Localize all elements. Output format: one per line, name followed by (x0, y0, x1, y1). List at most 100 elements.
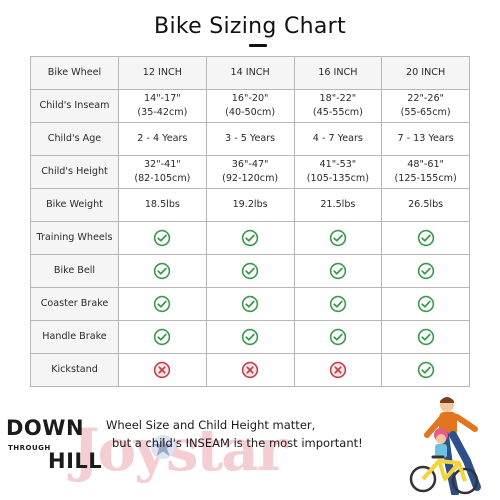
feature-cell (381, 287, 470, 321)
feature-cell (381, 254, 470, 288)
cell-line: 32"-41" (144, 159, 181, 170)
check-circle-icon (241, 295, 259, 313)
row-label: Child's Age (30, 122, 119, 156)
cell-line: (105-135cm) (306, 173, 369, 184)
cell-line: 19.2lbs (232, 199, 268, 210)
check-circle-icon (329, 295, 347, 313)
check-circle-icon (241, 262, 259, 280)
check-circle-icon (154, 229, 171, 247)
cell-line: 16"-20" (231, 93, 269, 104)
cell-line: 3 - 5 Years (225, 133, 276, 144)
feature-cell (118, 287, 207, 321)
cell-line: 26.5lbs (408, 199, 444, 210)
table-row: Handle Brake (30, 320, 470, 354)
cell-line: 7 - 13 Years (397, 133, 454, 144)
cell-line: 36"-47" (231, 159, 269, 170)
cell-line: 14"-17" (144, 93, 181, 104)
parent-child-bike-illustration (409, 397, 481, 495)
cell-line: (35-42cm) (137, 107, 188, 118)
cell-line: (82-105cm) (134, 173, 191, 184)
cell-line: 48"-61" (407, 159, 444, 170)
logo-through: THROUGH (8, 444, 51, 452)
watermark-text: Joystar (72, 416, 287, 484)
table-row: Child's Height 32"-41" (82-105cm) 36"-47" (9… (30, 155, 470, 189)
row-label: Coaster Brake (30, 287, 119, 321)
feature-cell (205, 254, 295, 288)
feature-cell (205, 221, 295, 255)
title-underline (249, 44, 267, 47)
cell-line: (125-155cm) (394, 173, 457, 184)
table-cell: 36"-47" (92-120cm) (205, 155, 295, 189)
table-cell: 18.5lbs (118, 188, 207, 222)
check-circle-icon (241, 229, 259, 247)
table-cell: 41"-53" (105-135cm) (293, 155, 383, 189)
feature-cell (118, 353, 207, 387)
check-circle-icon (329, 229, 347, 247)
table-cell: 21.5lbs (293, 188, 383, 222)
row-label: Handle Brake (30, 320, 119, 354)
feature-cell (205, 320, 295, 354)
check-circle-icon (417, 328, 434, 346)
table-header-row: Bike Wheel 12 INCH 14 INCH 16 INCH 20 INCH (30, 56, 470, 90)
feature-cell (293, 254, 383, 288)
check-circle-icon (329, 262, 347, 280)
check-circle-icon (154, 262, 171, 280)
cell-line: 22"-26" (407, 93, 444, 104)
table-cell: 16"-20" (40-50cm) (205, 89, 295, 123)
wheel-size-header: 20 INCH (381, 56, 470, 90)
feature-cell (293, 320, 383, 354)
table-cell: 3 - 5 Years (205, 122, 295, 156)
check-circle-icon (417, 295, 434, 313)
footer-line-2: but a child's INSEAM is the most importa… (112, 436, 363, 450)
table-cell: 4 - 7 Years (293, 122, 383, 156)
x-circle-icon (329, 361, 347, 379)
check-circle-icon (329, 328, 347, 346)
check-circle-icon (417, 361, 434, 379)
row-label: Training Wheels (30, 221, 119, 255)
sizing-table: Bike Wheel 12 INCH 14 INCH 16 INCH 20 INCH Ch… (30, 56, 470, 387)
table-cell: 18"-22" (45-55cm) (293, 89, 383, 123)
table-cell: 22"-26" (55-65cm) (381, 89, 470, 123)
wheel-size-header: 14 INCH (205, 56, 295, 90)
table-row: Child's Inseam 14"-17" (35-42cm) 16"-20" (40… (30, 89, 470, 123)
feature-cell (381, 221, 470, 255)
check-circle-icon (154, 328, 171, 346)
cell-line: 4 - 7 Years (312, 133, 363, 144)
feature-cell (205, 287, 295, 321)
row-label: Bike Bell (30, 254, 119, 288)
x-circle-icon (241, 361, 259, 379)
feature-cell (293, 221, 383, 255)
joystar-watermark: Joystar (72, 416, 287, 484)
table-cell: 48"-61" (125-155cm) (381, 155, 470, 189)
cell-line: (55-65cm) (400, 107, 451, 118)
check-circle-icon (417, 229, 434, 247)
logo-down: DOWN (6, 416, 85, 440)
feature-cell (118, 254, 207, 288)
table-row: Bike Bell (30, 254, 470, 288)
row-label: Child's Inseam (30, 89, 119, 123)
wheel-size-header: 16 INCH (293, 56, 383, 90)
check-circle-icon (241, 328, 259, 346)
cell-line: (92-120cm) (222, 173, 279, 184)
logo-hill: HILL (48, 449, 103, 473)
cell-line: 18"-22" (319, 93, 357, 104)
star-logo-icon (151, 435, 175, 459)
x-circle-icon (154, 361, 171, 379)
table-row: Coaster Brake (30, 287, 470, 321)
row-label: Bike Wheel (30, 56, 119, 90)
feature-cell (205, 353, 295, 387)
chart-title: Bike Sizing Chart (154, 14, 346, 39)
feature-cell (381, 353, 470, 387)
table-cell: 14"-17" (35-42cm) (118, 89, 207, 123)
row-label: Kickstand (30, 353, 119, 387)
feature-cell (293, 353, 383, 387)
cell-line: (40-50cm) (225, 107, 276, 118)
cell-line: 41"-53" (319, 159, 357, 170)
row-label: Bike Weight (30, 188, 119, 222)
table-row: Training Wheels (30, 221, 470, 255)
table-row: Child's Age 2 - 4 Years 3 - 5 Years 4 - 7 Y… (30, 122, 470, 156)
feature-cell (381, 320, 470, 354)
feature-cell (118, 221, 207, 255)
feature-cell (118, 320, 207, 354)
table-cell: 32"-41" (82-105cm) (118, 155, 207, 189)
